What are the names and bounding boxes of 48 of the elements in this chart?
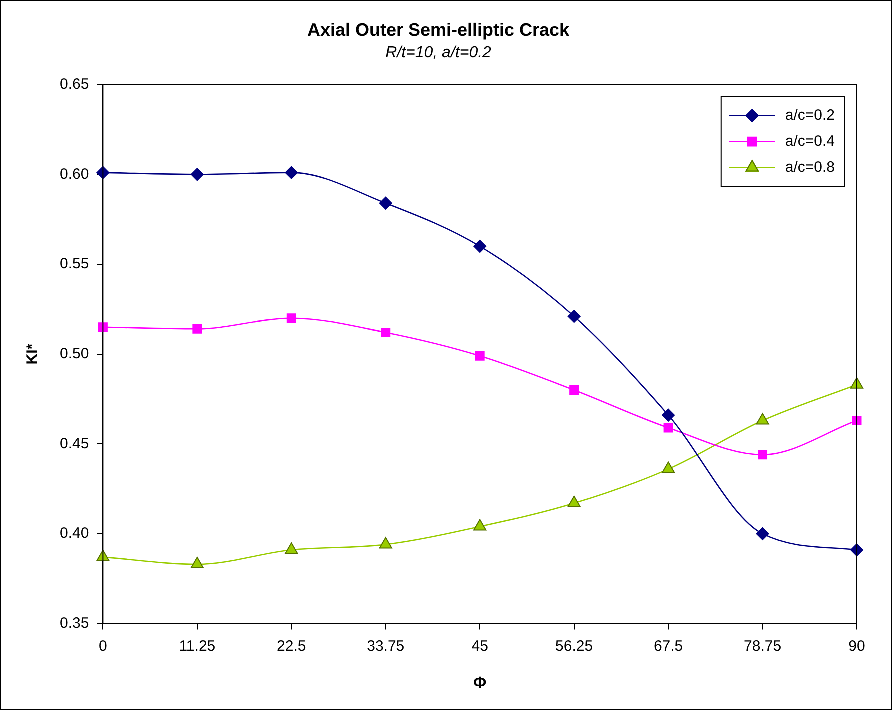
legend-label: a/c=0.8	[785, 158, 836, 176]
y-tick-label: 0.50	[60, 345, 90, 362]
y-tick-label: 0.45	[60, 435, 90, 452]
point	[756, 527, 770, 540]
y-axis-title: KI*	[24, 344, 42, 365]
point	[474, 519, 487, 531]
point	[192, 324, 202, 334]
point	[474, 240, 487, 253]
point	[570, 385, 580, 395]
point	[96, 550, 110, 562]
x-axis-title: Φ	[474, 674, 487, 692]
point	[568, 496, 581, 508]
y-tick-label: 0.65	[60, 76, 90, 93]
x-tick-label: 90	[848, 638, 866, 655]
point	[475, 351, 485, 361]
point	[758, 450, 768, 460]
point	[850, 377, 864, 389]
point	[568, 310, 581, 324]
point	[285, 542, 298, 554]
point	[381, 328, 391, 338]
chart-subtitle: R/t=10, a/t=0.2	[386, 44, 492, 62]
point	[379, 537, 392, 549]
point	[285, 166, 298, 180]
point	[190, 557, 204, 569]
x-tick-label: 56.25	[556, 638, 594, 655]
x-tick-label: 11.25	[179, 638, 216, 655]
y-tick-label: 0.35	[60, 614, 90, 632]
legend-label: a/c=0.4	[785, 132, 836, 150]
legend-label: a/c=0.2	[785, 106, 836, 124]
point	[664, 423, 674, 433]
y-tick-label: 0.60	[60, 166, 90, 183]
point	[662, 462, 676, 474]
x-tick-label: 22.5	[277, 638, 306, 655]
y-tick-label: 0.40	[60, 525, 90, 542]
point	[286, 314, 296, 324]
x-tick-label: 45	[472, 638, 488, 655]
point	[379, 196, 392, 210]
y-tick-label: 0.55	[60, 256, 90, 273]
point	[756, 413, 770, 425]
x-tick-label: 0	[99, 638, 108, 655]
point	[662, 408, 676, 422]
x-tick-label: 33.75	[367, 638, 405, 655]
point	[98, 322, 108, 332]
x-tick-label: 67.5	[654, 638, 684, 655]
point	[96, 166, 110, 180]
x-tick-label: 78.75	[744, 638, 782, 655]
point	[190, 168, 204, 182]
chart-title: Axial Outer Semi-elliptic Crack	[307, 20, 571, 40]
